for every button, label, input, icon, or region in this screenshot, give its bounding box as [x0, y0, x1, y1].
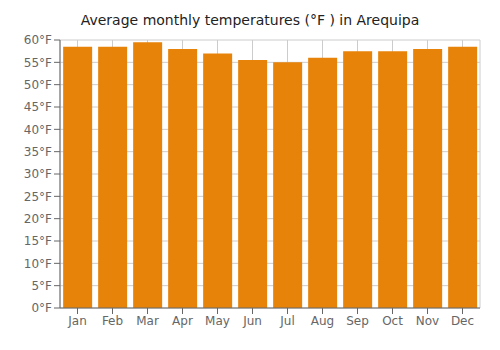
- svg-text:Aug: Aug: [311, 314, 334, 328]
- svg-text:Feb: Feb: [102, 314, 123, 328]
- svg-text:Sep: Sep: [346, 314, 369, 328]
- svg-text:40°F: 40°F: [24, 123, 52, 137]
- svg-text:15°F: 15°F: [24, 234, 52, 248]
- svg-text:Oct: Oct: [382, 314, 403, 328]
- svg-text:55°F: 55°F: [24, 56, 52, 70]
- svg-text:Apr: Apr: [172, 314, 193, 328]
- svg-text:Nov: Nov: [416, 314, 439, 328]
- svg-text:25°F: 25°F: [24, 190, 52, 204]
- svg-text:45°F: 45°F: [24, 100, 52, 114]
- svg-text:10°F: 10°F: [24, 257, 52, 271]
- svg-text:20°F: 20°F: [24, 212, 52, 226]
- svg-text:May: May: [205, 314, 230, 328]
- svg-text:Jan: Jan: [67, 314, 87, 328]
- svg-text:Dec: Dec: [451, 314, 474, 328]
- svg-text:30°F: 30°F: [24, 167, 52, 181]
- svg-text:Jun: Jun: [242, 314, 262, 328]
- html-text:Average monthly temperatures (: Average monthly temperatures (°F ) in Ar…: [80, 12, 420, 28]
- svg-text:35°F: 35°F: [24, 145, 52, 159]
- svg-text:50°F: 50°F: [24, 78, 52, 92]
- svg-text:Mar: Mar: [136, 314, 159, 328]
- svg-text:60°F: 60°F: [24, 33, 52, 47]
- svg-text:0°F: 0°F: [31, 301, 52, 315]
- svg-text:5°F: 5°F: [31, 279, 52, 293]
- svg-text:Jul: Jul: [279, 314, 294, 328]
